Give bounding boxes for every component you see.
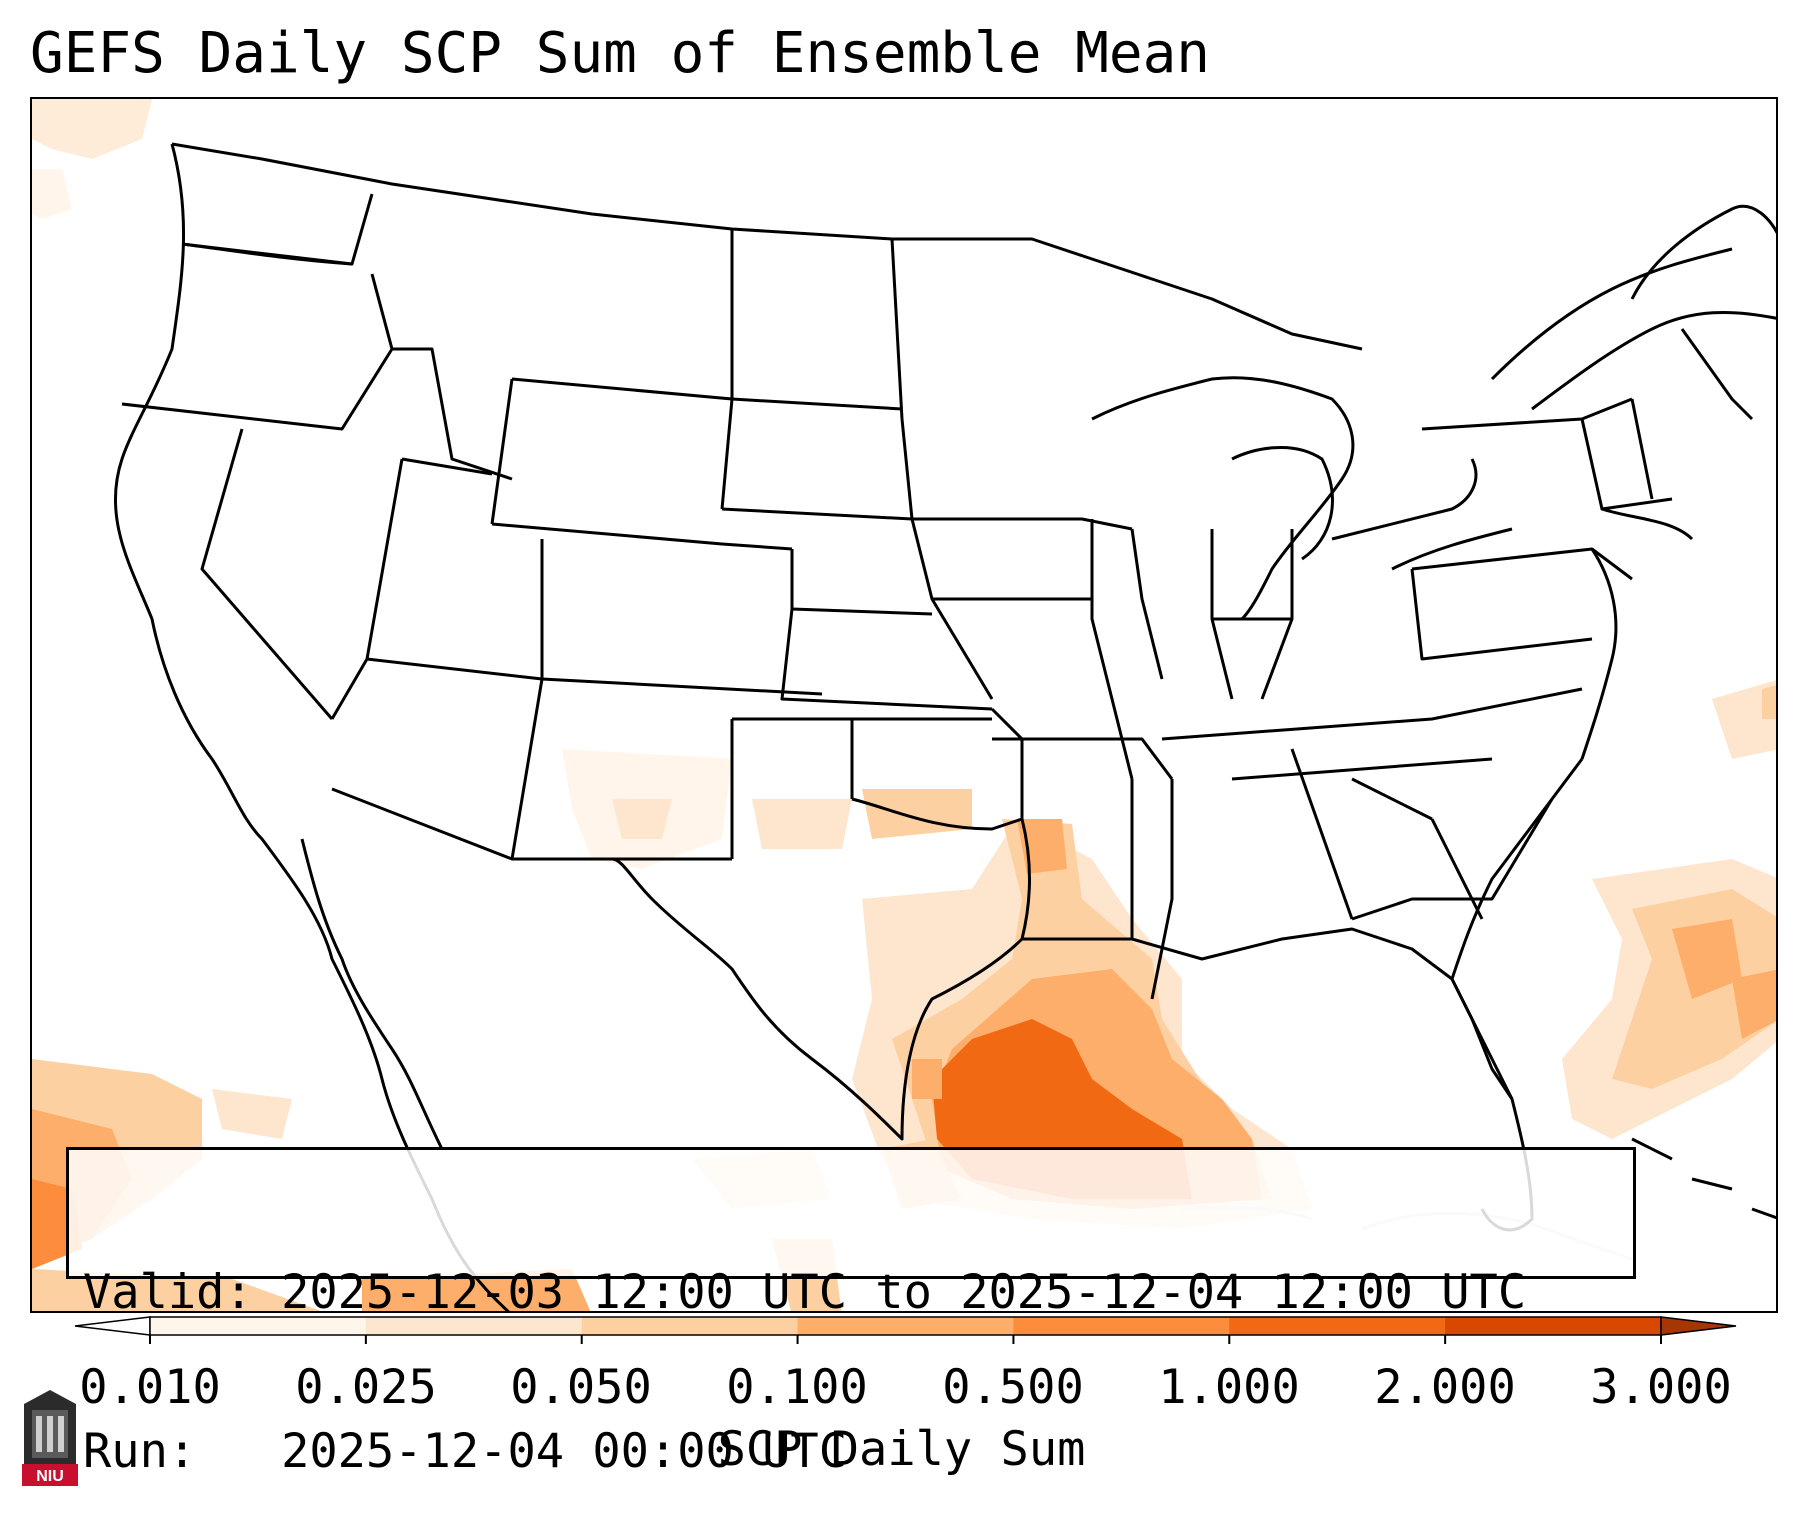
tick-label: 0.010 <box>79 1360 221 1415</box>
colorbar-label: SCP Daily Sum <box>717 1422 1086 1477</box>
colorbar-ticks <box>149 1335 1662 1344</box>
tick-label: 3.000 <box>1590 1360 1732 1415</box>
tick-label: 0.500 <box>942 1360 1084 1415</box>
valid-value: 2025-12-03 12:00 UTC to 2025-12-04 12:00… <box>281 1265 1527 1320</box>
colorbar-cells <box>149 1316 1662 1336</box>
map-canvas <box>32 99 1776 1311</box>
colorbar-cell <box>581 1317 799 1335</box>
niu-logo: NIU <box>22 1390 78 1486</box>
tick-label: 0.025 <box>295 1360 437 1415</box>
tick-label: 1.000 <box>1158 1360 1300 1415</box>
colorbar-cell <box>1445 1317 1662 1335</box>
run-row: Run: 2025-12-04 00:00 UTC <box>83 1425 1619 1478</box>
scp-field <box>32 99 1776 1311</box>
tick-label: 0.100 <box>726 1360 868 1415</box>
colorbar-cell <box>365 1317 583 1335</box>
colorbar-cell <box>797 1317 1014 1335</box>
borders <box>113 142 1776 1311</box>
colorbar-cell <box>1229 1317 1446 1335</box>
tick-label: 2.000 <box>1374 1360 1516 1415</box>
map-title: GEFS Daily SCP Sum of Ensemble Mean <box>30 21 1211 86</box>
valid-row: Valid: 2025-12-03 12:00 UTC to 2025-12-0… <box>83 1266 1619 1319</box>
valid-label: Valid: <box>83 1265 253 1320</box>
run-label: Run: <box>83 1424 197 1479</box>
logo-text: NIU <box>36 1468 64 1485</box>
colorbar-cell <box>1013 1317 1230 1335</box>
run-value: 2025-12-04 00:00 UTC <box>281 1424 848 1479</box>
colorbar-over-triangle <box>1660 1316 1737 1336</box>
tick-label: 0.050 <box>510 1360 652 1415</box>
valid-run-info-box: Valid: 2025-12-03 12:00 UTC to 2025-12-0… <box>66 1147 1636 1478</box>
colorbar <box>74 1316 1737 1344</box>
colorbar-under-triangle <box>74 1316 151 1336</box>
map-panel[interactable] <box>30 97 1778 1313</box>
colorbar-cell <box>150 1317 367 1335</box>
